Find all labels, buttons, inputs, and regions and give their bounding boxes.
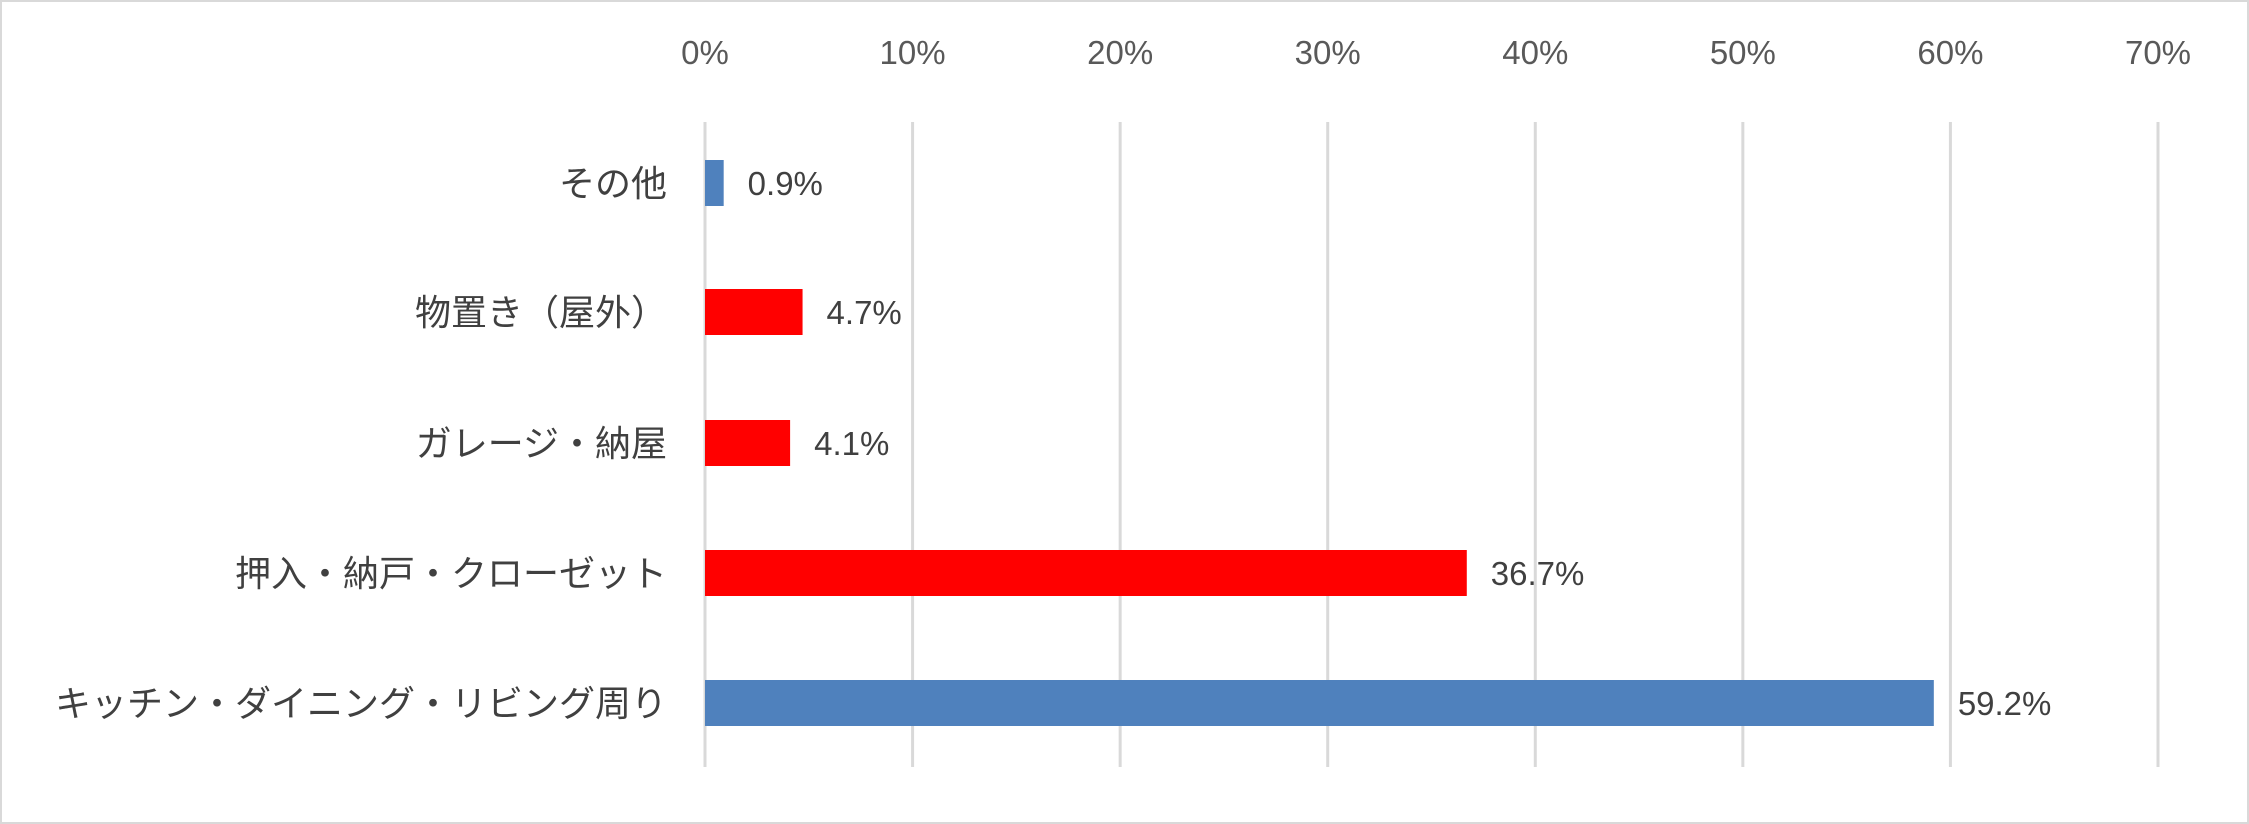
data-label-3: 36.7%: [1491, 555, 1585, 592]
bar-0: [705, 160, 724, 206]
gridlines: [703, 122, 2160, 767]
x-tick-label-10: 10%: [880, 34, 946, 71]
x-tick-label-20: 20%: [1087, 34, 1153, 71]
bar-2: [705, 420, 791, 466]
data-label-1: 4.7%: [827, 294, 902, 331]
data-label-0: 0.9%: [748, 165, 823, 202]
x-tick-label-30: 30%: [1295, 34, 1361, 71]
x-tick-label-70: 70%: [2125, 34, 2191, 71]
category-label-4: キッチン・ダイニング・リビング周り: [55, 684, 667, 725]
x-tick-label-0: 0%: [681, 34, 729, 71]
x-axis-tick-labels: 0% 10% 20% 30% 40% 50% 60% 70%: [681, 34, 2191, 71]
category-label-3: 押入・納戸・クローゼット: [235, 554, 667, 595]
bar-3: [705, 550, 1467, 596]
x-tick-label-40: 40%: [1502, 34, 1568, 71]
category-label-1: 物置き（屋外）: [415, 293, 667, 334]
data-label-4: 59.2%: [1958, 685, 2052, 722]
category-label-0: その他: [559, 164, 667, 205]
bar-4: [705, 680, 1934, 726]
category-label-2: ガレージ・納屋: [416, 424, 667, 465]
data-labels: 0.9% 4.7% 4.1% 36.7% 59.2%: [748, 165, 2052, 722]
x-tick-label-50: 50%: [1710, 34, 1776, 71]
bar-1: [705, 289, 803, 335]
bars: [705, 160, 1934, 726]
data-label-2: 4.1%: [814, 425, 889, 462]
x-tick-label-60: 60%: [1917, 34, 1983, 71]
